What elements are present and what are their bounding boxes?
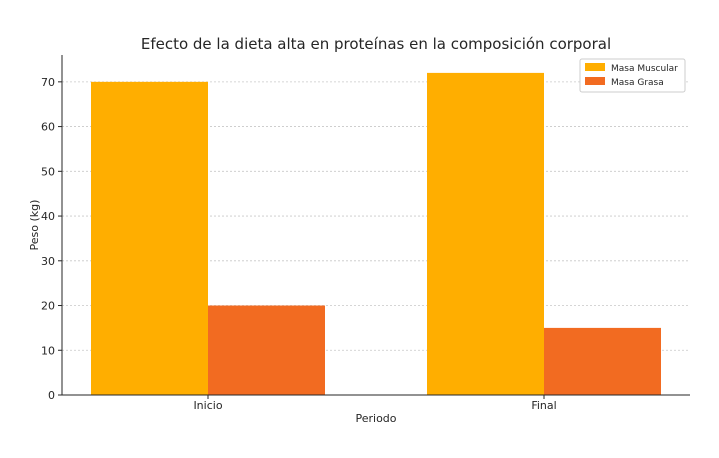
bar-masa-muscular-inicio [91,81,208,395]
bar-masa-grasa-final [544,327,661,395]
y-tick-label: 30 [41,255,55,268]
legend: Masa Muscular Masa Grasa [579,58,686,93]
y-tick-label: 10 [41,344,55,357]
y-axis-label: Peso (kg) [28,200,41,251]
legend-frame [579,58,686,93]
y-tick-label: 70 [41,76,55,89]
legend-label: Masa Muscular [611,64,678,74]
y-ticks: 0 10 20 30 40 50 60 70 [41,76,62,402]
legend-label: Masa Grasa [611,78,664,88]
chart-title: Efecto de la dieta alta en proteínas en … [141,35,611,53]
legend-swatch [585,77,605,85]
bar-masa-grasa-inicio [208,305,325,395]
bars [91,72,661,395]
x-tick-label: Inicio [193,399,222,412]
y-tick-label: 50 [41,165,55,178]
x-ticks: Inicio Final [193,395,557,412]
x-axis-label: Periodo [355,412,396,425]
legend-swatch [585,63,605,71]
bar-masa-muscular-final [427,72,544,395]
x-tick-label: Final [531,399,556,412]
y-tick-label: 0 [48,389,55,402]
y-tick-label: 60 [41,121,55,134]
y-tick-label: 40 [41,210,55,223]
y-tick-label: 20 [41,300,55,313]
